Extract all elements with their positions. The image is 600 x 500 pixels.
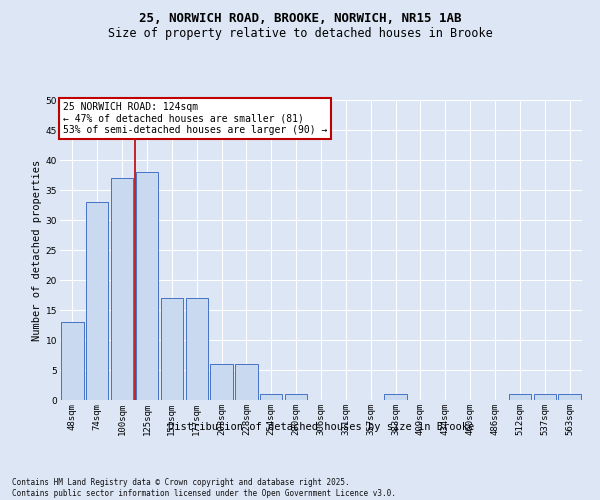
Bar: [385, 394, 407, 400]
Bar: [533, 394, 556, 400]
Text: Distribution of detached houses by size in Brooke: Distribution of detached houses by size …: [168, 422, 474, 432]
Text: Size of property relative to detached houses in Brooke: Size of property relative to detached ho…: [107, 28, 493, 40]
Text: 25 NORWICH ROAD: 124sqm
← 47% of detached houses are smaller (81)
53% of semi-de: 25 NORWICH ROAD: 124sqm ← 47% of detache…: [62, 102, 327, 134]
Bar: [61, 322, 83, 400]
Bar: [260, 394, 283, 400]
Text: Contains HM Land Registry data © Crown copyright and database right 2025.
Contai: Contains HM Land Registry data © Crown c…: [12, 478, 396, 498]
Bar: [559, 394, 581, 400]
Bar: [509, 394, 531, 400]
Bar: [161, 298, 183, 400]
Bar: [235, 364, 257, 400]
Bar: [185, 298, 208, 400]
Bar: [285, 394, 307, 400]
Bar: [136, 172, 158, 400]
Bar: [211, 364, 233, 400]
Bar: [111, 178, 133, 400]
Bar: [86, 202, 109, 400]
Text: 25, NORWICH ROAD, BROOKE, NORWICH, NR15 1AB: 25, NORWICH ROAD, BROOKE, NORWICH, NR15 …: [139, 12, 461, 26]
Y-axis label: Number of detached properties: Number of detached properties: [32, 160, 41, 340]
